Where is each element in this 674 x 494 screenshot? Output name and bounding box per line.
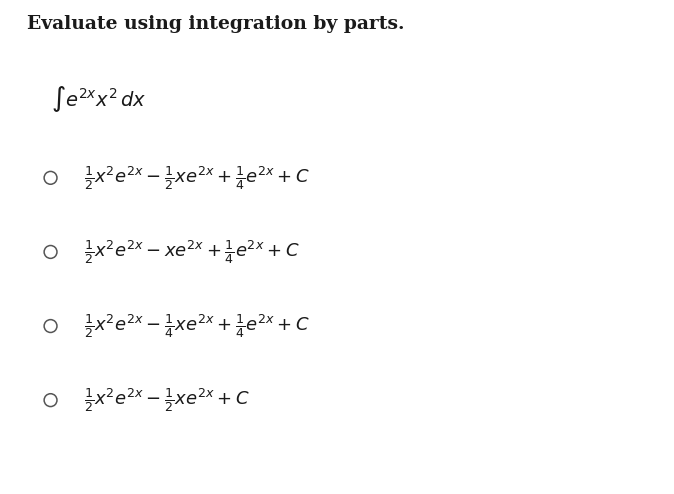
Text: $\frac{1}{2}x^2e^{2x} - \frac{1}{2}xe^{2x} + C$: $\frac{1}{2}x^2e^{2x} - \frac{1}{2}xe^{2… [84, 386, 250, 414]
Text: Evaluate using integration by parts.: Evaluate using integration by parts. [27, 15, 404, 33]
Text: $\frac{1}{2}x^2e^{2x} - \frac{1}{2}xe^{2x} + \frac{1}{4}e^{2x} + C$: $\frac{1}{2}x^2e^{2x} - \frac{1}{2}xe^{2… [84, 164, 310, 192]
Text: $\frac{1}{2}x^2e^{2x} - \frac{1}{4}xe^{2x} + \frac{1}{4}e^{2x} + C$: $\frac{1}{2}x^2e^{2x} - \frac{1}{4}xe^{2… [84, 312, 310, 340]
Text: $\frac{1}{2}x^2e^{2x} - xe^{2x} + \frac{1}{4}e^{2x} + C$: $\frac{1}{2}x^2e^{2x} - xe^{2x} + \frac{… [84, 238, 300, 266]
Text: $\int e^{2x}x^2\, dx$: $\int e^{2x}x^2\, dx$ [51, 84, 146, 114]
